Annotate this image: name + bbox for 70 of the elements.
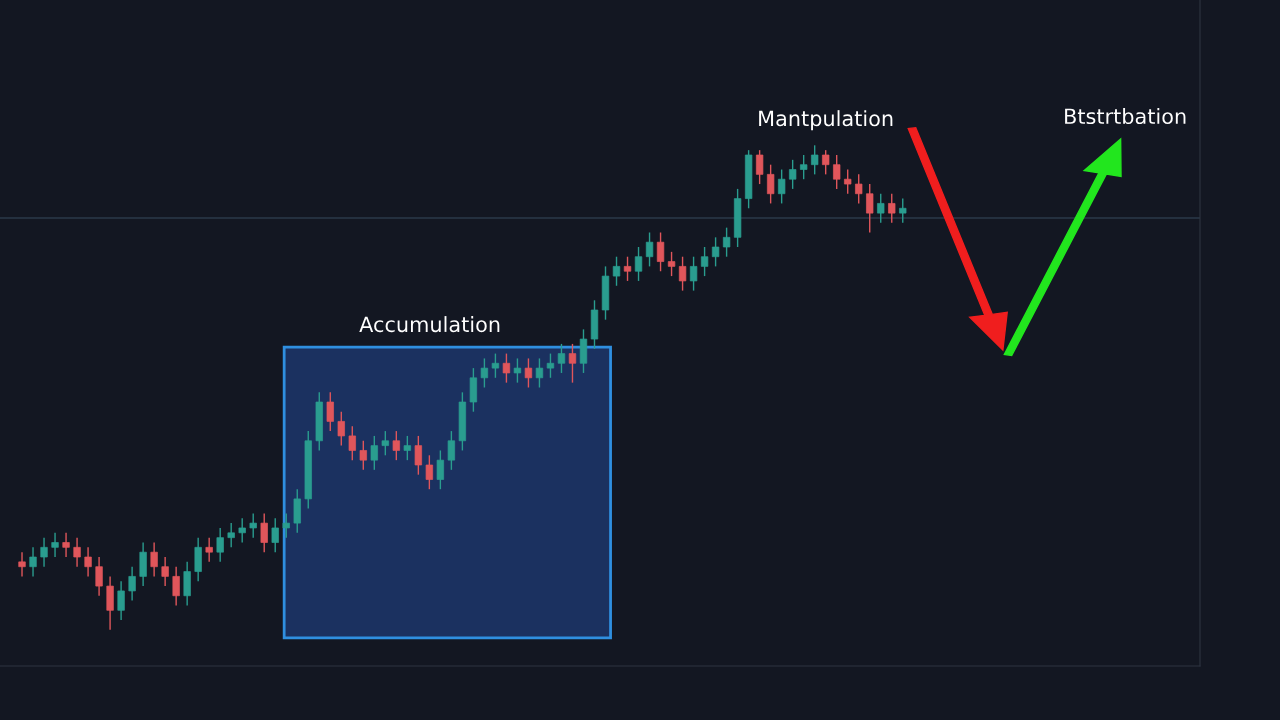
candlestick [337, 411, 345, 447]
candlestick [95, 556, 103, 597]
candlestick [535, 357, 544, 389]
candlestick [381, 430, 389, 456]
annotation: Accumulation [359, 316, 500, 333]
candlestick [117, 580, 125, 621]
candlestick [711, 236, 720, 268]
candlestick [216, 527, 224, 563]
candlestick [722, 226, 731, 258]
candlestick [260, 512, 268, 553]
candlestick [40, 536, 48, 568]
candlestick [689, 256, 698, 292]
candlestick [877, 193, 885, 224]
candlestick [766, 163, 775, 205]
candlestick [800, 154, 808, 180]
candlestick [161, 556, 169, 587]
candlestick [822, 149, 830, 176]
candlestick [899, 197, 907, 224]
candlestick [546, 352, 555, 379]
candlestick [480, 357, 489, 389]
candlestick [678, 256, 687, 292]
candlestick [436, 449, 445, 490]
candlestick [866, 183, 874, 234]
candlestick [326, 391, 334, 432]
candlestick [656, 231, 665, 272]
candlestick [271, 517, 279, 553]
candlestick [557, 343, 566, 374]
candlestick [447, 430, 456, 471]
candlestick [645, 231, 654, 268]
candlestick [502, 352, 511, 384]
candlestick [359, 440, 367, 471]
candlestick [425, 454, 434, 490]
candlestick [370, 435, 378, 471]
candlestick [755, 149, 764, 185]
text: Btstrtbation [1065, 108, 1186, 125]
candlestick [789, 159, 797, 190]
candlestick [249, 512, 257, 539]
candlestick [568, 343, 577, 384]
candlestick [700, 246, 709, 277]
candlestick [855, 173, 863, 205]
candlestick [84, 546, 92, 578]
text: Mantpulation [759, 110, 893, 131]
candlestick [634, 246, 643, 282]
candlestick [833, 154, 841, 190]
candlestick [348, 425, 356, 461]
candlestick [51, 532, 59, 558]
candlestick [227, 522, 235, 549]
candlestick [392, 430, 400, 461]
candlestick [150, 541, 158, 578]
candlestick [62, 532, 70, 558]
candlestick [524, 357, 533, 389]
candlestick [29, 546, 37, 578]
candlestick [18, 551, 26, 578]
candlestick [403, 435, 411, 461]
candlestick [778, 168, 786, 205]
candlestick [623, 256, 632, 282]
candlestick [667, 251, 676, 277]
candlestick [414, 435, 422, 476]
candlestick [128, 566, 136, 602]
candlestick [205, 536, 213, 563]
candlestick [238, 517, 246, 544]
candlestick [73, 536, 81, 568]
candlestick [888, 193, 896, 224]
candlestick [172, 566, 180, 607]
candlestick [282, 512, 290, 539]
candlestick [811, 144, 819, 176]
candlestick [513, 357, 522, 384]
candlestick [612, 256, 621, 287]
candlestick [844, 168, 852, 195]
candlestick [491, 352, 500, 379]
